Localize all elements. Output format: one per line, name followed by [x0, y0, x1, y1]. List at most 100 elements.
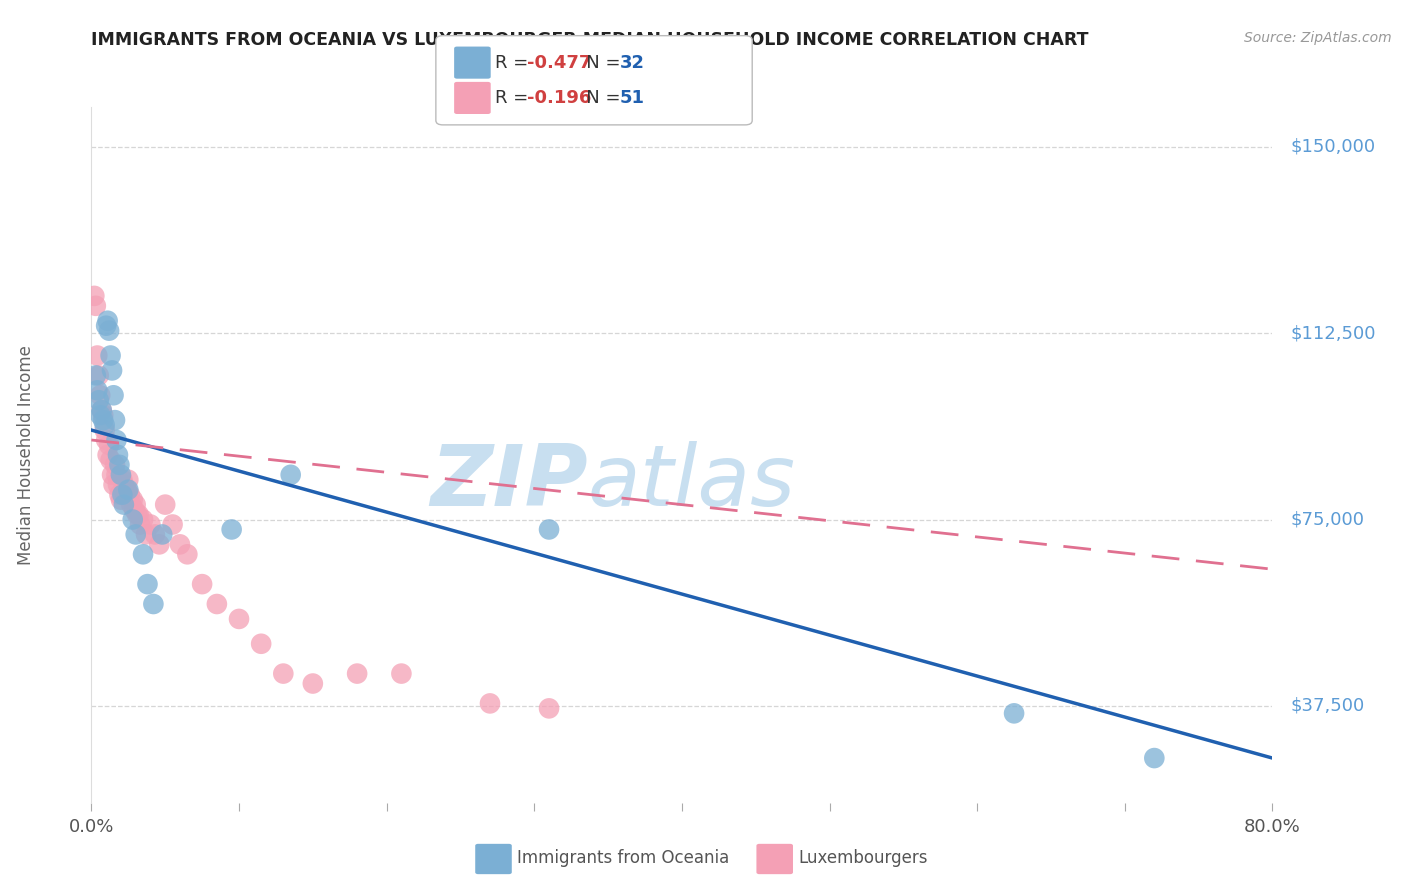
Point [89, 408, 111, 422]
Point [135, 527, 157, 541]
Point [301, 676, 323, 690]
Point [389, 666, 413, 681]
Text: 32: 32 [620, 54, 645, 71]
Point [97, 314, 120, 328]
Text: N =: N = [569, 89, 627, 107]
Point [162, 517, 184, 532]
Point [132, 512, 155, 526]
Point [150, 527, 173, 541]
Point [108, 458, 131, 472]
Point [110, 492, 132, 507]
Point [104, 458, 127, 472]
Point [169, 537, 191, 551]
Point [108, 488, 131, 502]
Point [121, 512, 143, 526]
Point [91, 408, 114, 422]
Point [139, 517, 162, 532]
Point [90, 403, 112, 417]
Point [100, 349, 122, 363]
Point [221, 523, 243, 537]
Text: Median Household Income: Median Household Income [17, 345, 35, 565]
Point [103, 388, 125, 402]
Point [84, 299, 107, 313]
Text: IMMIGRANTS FROM OCEANIA VS LUXEMBOURGER MEDIAN HOUSEHOLD INCOME CORRELATION CHAR: IMMIGRANTS FROM OCEANIA VS LUXEMBOURGER … [91, 31, 1088, 49]
Point [273, 666, 295, 681]
Point [112, 498, 135, 512]
Point [205, 597, 228, 611]
Point [1143, 751, 1166, 765]
Point [104, 413, 127, 427]
Point [1002, 706, 1025, 721]
Text: N =: N = [569, 54, 627, 71]
Text: $112,500: $112,500 [1291, 324, 1375, 343]
Text: Luxembourgers: Luxembourgers [799, 849, 928, 867]
Point [105, 433, 128, 447]
Text: R =: R = [495, 89, 534, 107]
Text: atlas: atlas [588, 442, 796, 524]
Text: -0.196: -0.196 [527, 89, 592, 107]
Point [132, 547, 155, 561]
Text: $37,500: $37,500 [1291, 697, 1364, 714]
Point [142, 597, 165, 611]
Point [136, 577, 159, 591]
Point [228, 612, 250, 626]
Point [117, 483, 139, 497]
Point [93, 423, 115, 437]
Text: Source: ZipAtlas.com: Source: ZipAtlas.com [1244, 31, 1392, 45]
Point [191, 577, 214, 591]
Point [100, 453, 122, 467]
Point [128, 508, 150, 522]
Point [84, 368, 107, 383]
Point [148, 537, 170, 551]
Point [121, 492, 143, 507]
Point [87, 393, 110, 408]
Text: 51: 51 [620, 89, 645, 107]
Point [98, 324, 121, 338]
Point [280, 467, 302, 482]
Point [111, 473, 134, 487]
Point [124, 498, 148, 512]
Point [176, 547, 198, 561]
Point [143, 527, 166, 541]
Text: ZIP: ZIP [430, 442, 588, 524]
Point [537, 523, 560, 537]
Text: $75,000: $75,000 [1291, 510, 1364, 529]
Point [129, 517, 152, 532]
Point [93, 418, 115, 433]
Point [101, 363, 124, 377]
Point [86, 384, 108, 398]
Point [97, 448, 120, 462]
Point [112, 477, 135, 491]
Point [115, 483, 138, 497]
Point [120, 498, 142, 512]
Text: R =: R = [495, 54, 534, 71]
Point [127, 508, 149, 522]
Point [91, 413, 114, 427]
Point [98, 438, 121, 452]
Point [89, 388, 111, 402]
Point [114, 488, 136, 502]
Point [86, 349, 108, 363]
Text: -0.477: -0.477 [527, 54, 592, 71]
Point [250, 637, 273, 651]
Point [83, 289, 105, 303]
Point [124, 527, 148, 541]
Point [478, 697, 502, 711]
Point [111, 488, 134, 502]
Point [105, 467, 128, 482]
Point [90, 403, 112, 417]
Point [87, 368, 110, 383]
Point [101, 467, 124, 482]
Point [537, 701, 560, 715]
Point [96, 318, 118, 333]
Point [153, 498, 177, 512]
Point [110, 467, 132, 482]
Point [107, 448, 129, 462]
Point [107, 477, 129, 491]
Point [103, 477, 125, 491]
Point [96, 433, 118, 447]
Point [117, 473, 139, 487]
Point [346, 666, 368, 681]
Point [118, 488, 141, 502]
Text: Immigrants from Oceania: Immigrants from Oceania [517, 849, 730, 867]
